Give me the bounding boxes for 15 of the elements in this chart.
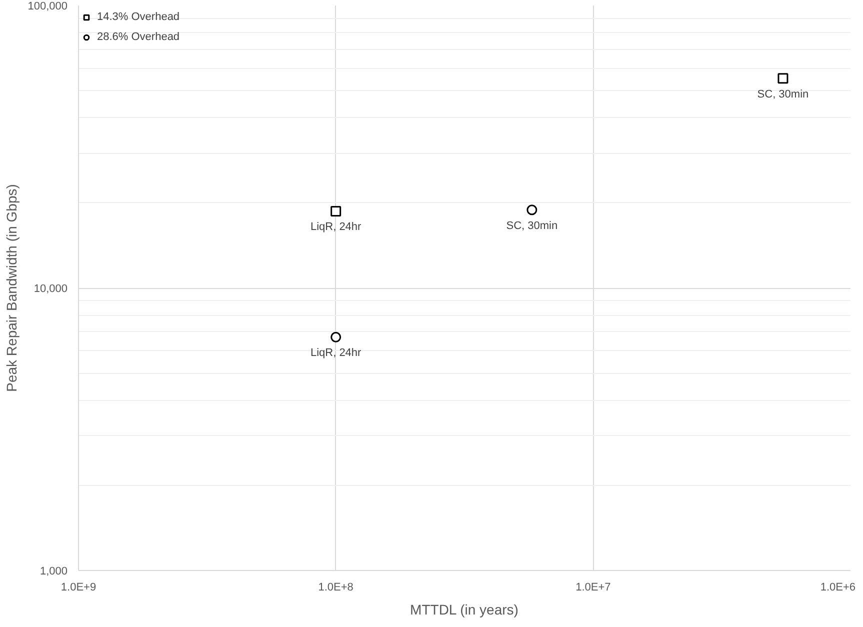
y-tick-label: 100,000: [28, 0, 68, 12]
legend-label: 14.3% Overhead: [97, 11, 180, 23]
x-tick-label: 1.0E+7: [576, 582, 611, 594]
x-tick-label: 1.0E+6: [820, 582, 856, 594]
annotation: LiqR, 24hr: [310, 221, 362, 234]
y-axis-title: Peak Repair Bandwidth (in Gbps): [4, 184, 20, 392]
annotation: SC, 30min: [757, 88, 809, 100]
x-tick-label: 1.0E+8: [318, 582, 354, 594]
annotation: SC, 30min: [506, 220, 558, 232]
x-axis-title: MTTDL (in years): [410, 602, 518, 618]
annotation: LiqR, 24hr: [310, 347, 362, 360]
legend-label: 28.6% Overhead: [97, 31, 180, 43]
y-tick-label: 1,000: [40, 566, 68, 578]
y-tick-label: 10,000: [34, 283, 68, 295]
x-tick-label: 1.0E+9: [60, 582, 96, 594]
